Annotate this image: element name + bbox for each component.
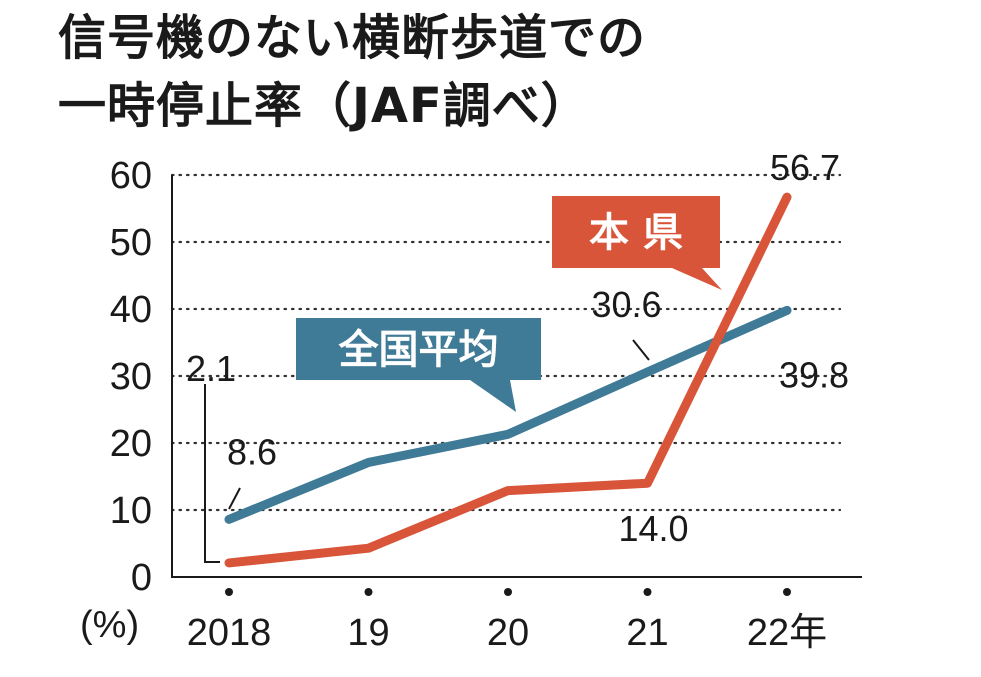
series-line-1: [224, 192, 792, 568]
x-tick-dot: [364, 588, 373, 596]
series-badge-box: [552, 196, 720, 268]
y-tick-labels: 0 10 20 30 40 50 60: [110, 155, 152, 599]
series-badge-label: 全国平均: [338, 327, 499, 373]
label-leader-line: [204, 384, 220, 563]
data-label: 2.1: [186, 348, 236, 389]
y-tick-label: 50: [110, 222, 152, 264]
x-tick-dot: [643, 588, 652, 596]
series-badge-label: 本 県: [589, 210, 683, 256]
x-tick-label: 19: [347, 612, 389, 654]
y-tick-label: 30: [110, 356, 152, 398]
y-axis-unit-label: (%): [80, 604, 139, 646]
y-tick-label: 10: [110, 490, 152, 532]
chart-title-line-1: 信号機のない横断歩道での: [58, 10, 647, 66]
data-labels: 8.6 30.6 39.8 2.1 14.0 56.7: [186, 147, 849, 563]
data-label: 8.6: [227, 431, 277, 472]
x-tick-dot: [783, 588, 791, 596]
y-tick-label: 60: [110, 155, 152, 197]
series-badges: 全国平均 本 県: [296, 196, 722, 412]
data-label: 30.6: [591, 284, 661, 325]
data-label: 39.8: [779, 354, 849, 395]
x-tick-label: 22年: [747, 612, 827, 654]
label-leader-line: [632, 339, 650, 361]
y-tick-label: 40: [110, 289, 152, 331]
series-lines: [224, 192, 792, 568]
series-badge-box: [296, 318, 541, 380]
y-tick-label: 20: [110, 423, 152, 465]
x-tick-label: 21: [626, 612, 668, 654]
y-tick-label: 0: [131, 557, 152, 599]
chart-title-line-2: 一時停止率（JAF調べ）: [58, 78, 590, 134]
x-tick-label: 2018: [187, 612, 272, 654]
data-label: 56.7: [770, 147, 840, 188]
series-line-0: [224, 305, 792, 524]
data-label: 14.0: [618, 508, 688, 549]
series-badge-tail: [470, 380, 516, 412]
x-tick-labels: 2018 19 20 21 22年: [187, 588, 827, 654]
x-tick-dot: [225, 588, 233, 596]
series-badge-tail: [672, 268, 722, 290]
x-tick-dot: [504, 588, 512, 596]
x-tick-label: 20: [487, 612, 529, 654]
label-leader-line: [228, 487, 241, 510]
